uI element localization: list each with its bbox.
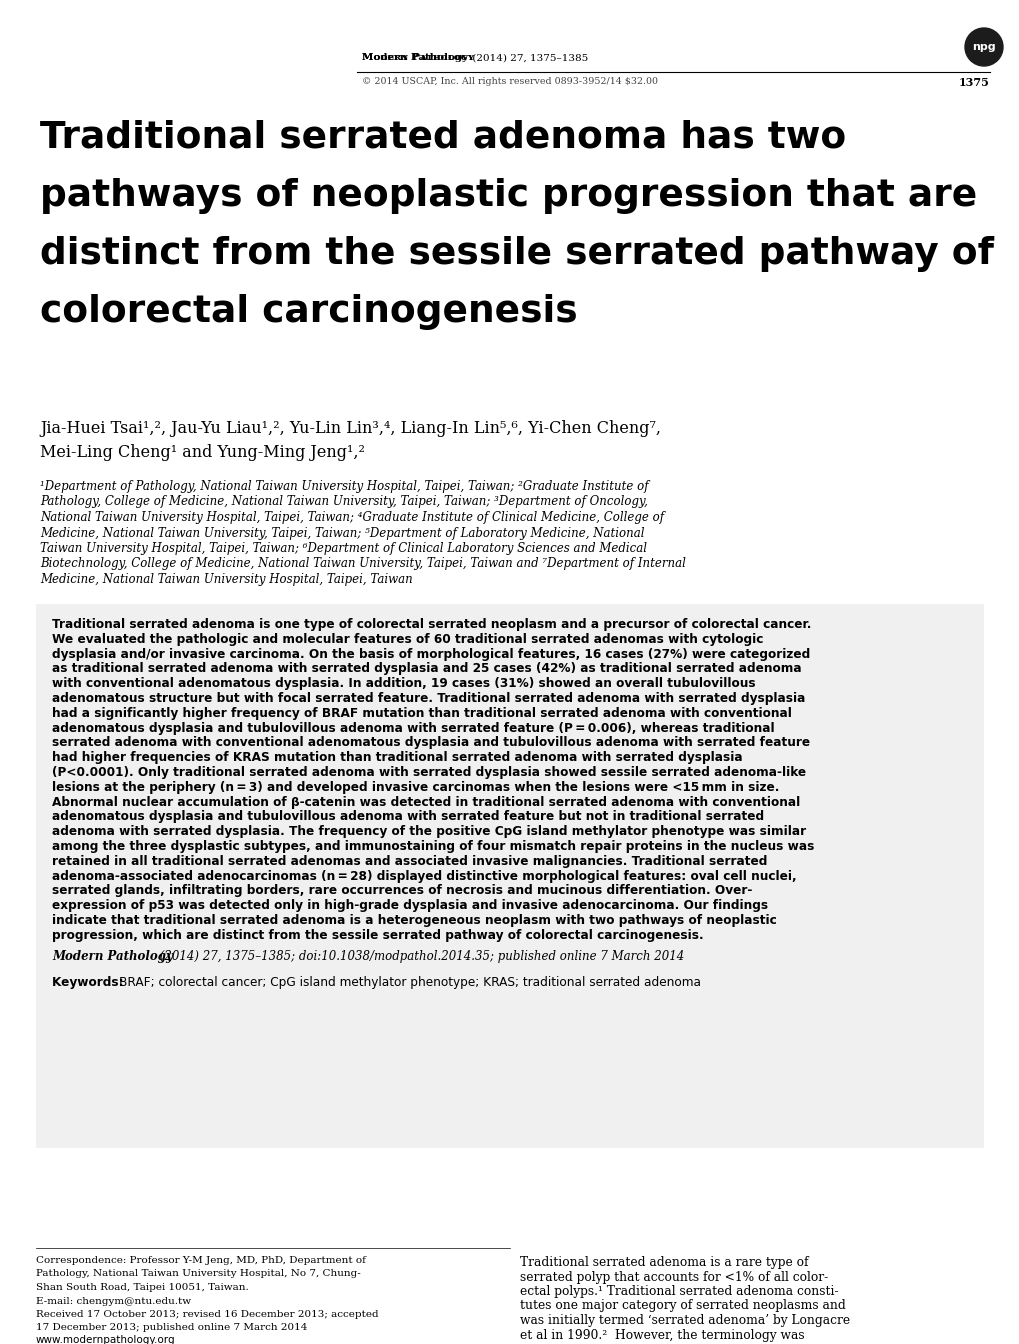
Text: (2014) 27, 1375–1385: (2014) 27, 1375–1385	[469, 54, 588, 63]
Text: colorectal carcinogenesis: colorectal carcinogenesis	[40, 294, 577, 331]
Text: had a significantly higher frequency of BRAF mutation than traditional serrated : had a significantly higher frequency of …	[52, 707, 791, 720]
Text: was initially termed ‘serrated adenoma’ by Longacre: was initially termed ‘serrated adenoma’ …	[520, 1314, 849, 1327]
Text: indicate that traditional serrated adenoma is a heterogeneous neoplasm with two : indicate that traditional serrated adeno…	[52, 914, 776, 927]
Text: adenoma with serrated dysplasia. The frequency of the positive CpG island methyl: adenoma with serrated dysplasia. The fre…	[52, 825, 805, 839]
Text: 1375: 1375	[958, 77, 989, 87]
Text: serrated glands, infiltrating borders, rare occurrences of necrosis and mucinous: serrated glands, infiltrating borders, r…	[52, 884, 752, 898]
Text: Correspondence: Professor Y-M Jeng, MD, PhD, Department of: Correspondence: Professor Y-M Jeng, MD, …	[36, 1257, 366, 1265]
Text: Medicine, National Taiwan University, Taipei, Taiwan; ⁵Department of Laboratory : Medicine, National Taiwan University, Ta…	[40, 527, 644, 539]
Text: Keywords:: Keywords:	[52, 976, 127, 989]
Text: tutes one major category of serrated neoplasms and: tutes one major category of serrated neo…	[520, 1300, 845, 1313]
Text: et al in 1990.²  However, the terminology was: et al in 1990.² However, the terminology…	[520, 1328, 804, 1341]
Text: National Taiwan University Hospital, Taipei, Taiwan; ⁴Graduate Institute of Clin: National Taiwan University Hospital, Tai…	[40, 511, 663, 524]
Text: Mᴏᴅᴇʀɴ Pᴀᴛʜᴏʟᴏɢʏ: Mᴏᴅᴇʀɴ Pᴀᴛʜᴏʟᴏɢʏ	[362, 54, 475, 63]
Text: pathways of neoplastic progression that are: pathways of neoplastic progression that …	[40, 177, 976, 214]
Text: Traditional serrated adenoma has two: Traditional serrated adenoma has two	[40, 120, 846, 156]
Circle shape	[964, 28, 1002, 66]
Text: adenoma-associated adenocarcinomas (n = 28) displayed distinctive morphological : adenoma-associated adenocarcinomas (n = …	[52, 870, 796, 883]
Text: npg: npg	[971, 42, 995, 52]
FancyBboxPatch shape	[36, 603, 983, 1148]
Text: www.modernpathology.org: www.modernpathology.org	[36, 1335, 175, 1344]
Text: Pathology, College of Medicine, National Taiwan University, Taipei, Taiwan; ³Dep: Pathology, College of Medicine, National…	[40, 496, 647, 508]
Text: Mei-Ling Cheng¹ and Yung-Ming Jeng¹,²: Mei-Ling Cheng¹ and Yung-Ming Jeng¹,²	[40, 444, 365, 461]
Text: Traditional serrated adenoma is a rare type of: Traditional serrated adenoma is a rare t…	[520, 1257, 808, 1269]
Text: as traditional serrated adenoma with serrated dysplasia and 25 cases (42%) as tr: as traditional serrated adenoma with ser…	[52, 663, 801, 676]
Text: Shan South Road, Taipei 10051, Taiwan.: Shan South Road, Taipei 10051, Taiwan.	[36, 1284, 249, 1292]
Text: E-mail: chengym@ntu.edu.tw: E-mail: chengym@ntu.edu.tw	[36, 1297, 191, 1305]
Text: 17 December 2013; published online 7 March 2014: 17 December 2013; published online 7 Mar…	[36, 1324, 307, 1332]
Text: adenomatous structure but with focal serrated feature. Traditional serrated aden: adenomatous structure but with focal ser…	[52, 692, 805, 706]
Text: with conventional adenomatous dysplasia. In addition, 19 cases (31%) showed an o: with conventional adenomatous dysplasia.…	[52, 677, 755, 691]
Text: Traditional serrated adenoma is one type of colorectal serrated neoplasm and a p: Traditional serrated adenoma is one type…	[52, 618, 810, 630]
Text: © 2014 USCAP, Inc. All rights reserved 0893-3952/14 $32.00: © 2014 USCAP, Inc. All rights reserved 0…	[362, 78, 657, 86]
Text: Taiwan University Hospital, Taipei, Taiwan; ⁶Department of Clinical Laboratory S: Taiwan University Hospital, Taipei, Taiw…	[40, 542, 646, 555]
Text: dysplasia and/or invasive carcinoma. On the basis of morphological features, 16 : dysplasia and/or invasive carcinoma. On …	[52, 648, 809, 661]
Text: serrated polyp that accounts for <1% of all color-: serrated polyp that accounts for <1% of …	[520, 1270, 827, 1284]
Text: among the three dysplastic subtypes, and immunostaining of four mismatch repair : among the three dysplastic subtypes, and…	[52, 840, 813, 853]
Text: We evaluated the pathologic and molecular features of 60 traditional serrated ad: We evaluated the pathologic and molecula…	[52, 633, 762, 646]
Text: progression, which are distinct from the sessile serrated pathway of colorectal : progression, which are distinct from the…	[52, 929, 703, 942]
Text: Medicine, National Taiwan University Hospital, Taipei, Taiwan: Medicine, National Taiwan University Hos…	[40, 573, 413, 586]
Text: Modern Pathology: Modern Pathology	[52, 950, 172, 962]
Text: Pathology, National Taiwan University Hospital, No 7, Chung-: Pathology, National Taiwan University Ho…	[36, 1270, 361, 1278]
Text: ectal polyps.¹ Traditional serrated adenoma consti-: ectal polyps.¹ Traditional serrated aden…	[520, 1285, 838, 1298]
Text: retained in all traditional serrated adenomas and associated invasive malignanci: retained in all traditional serrated ade…	[52, 855, 766, 868]
Text: distinct from the sessile serrated pathway of: distinct from the sessile serrated pathw…	[40, 237, 994, 271]
Text: lesions at the periphery (n = 3) and developed invasive carcinomas when the lesi: lesions at the periphery (n = 3) and dev…	[52, 781, 779, 794]
Text: adenomatous dysplasia and tubulovillous adenoma with serrated feature (P = 0.006: adenomatous dysplasia and tubulovillous …	[52, 722, 773, 735]
Text: Received 17 October 2013; revised 16 December 2013; accepted: Received 17 October 2013; revised 16 Dec…	[36, 1310, 378, 1318]
Text: Modern Pathology: Modern Pathology	[362, 54, 468, 63]
Text: (P<0.0001). Only traditional serrated adenoma with serrated dysplasia showed ses: (P<0.0001). Only traditional serrated ad…	[52, 766, 805, 780]
Text: expression of p53 was detected only in high-grade dysplasia and invasive adenoca: expression of p53 was detected only in h…	[52, 899, 767, 913]
Text: Biotechnology, College of Medicine, National Taiwan University, Taipei, Taiwan a: Biotechnology, College of Medicine, Nati…	[40, 558, 685, 570]
Text: adenomatous dysplasia and tubulovillous adenoma with serrated feature but not in: adenomatous dysplasia and tubulovillous …	[52, 810, 763, 824]
Text: BRAF; colorectal cancer; CpG island methylator phenotype; KRAS; traditional serr: BRAF; colorectal cancer; CpG island meth…	[119, 976, 700, 989]
Text: Jia-Huei Tsai¹,², Jau-Yu Liau¹,², Yu-Lin Lin³,⁴, Liang-In Lin⁵,⁶, Yi-Chen Cheng⁷: Jia-Huei Tsai¹,², Jau-Yu Liau¹,², Yu-Lin…	[40, 419, 660, 437]
Text: (2014) ​27, 1375–1385; doi:10.1038/modpathol.2014.35; published online 7 March 2: (2014) ​27, 1375–1385; doi:10.1038/modpa…	[156, 950, 684, 962]
Text: ¹Department of Pathology, National Taiwan University Hospital, Taipei, Taiwan; ²: ¹Department of Pathology, National Taiwa…	[40, 480, 648, 493]
Text: had higher frequencies of KRAS mutation than traditional serrated adenoma with s: had higher frequencies of KRAS mutation …	[52, 751, 742, 765]
Text: Abnormal nuclear accumulation of β-catenin was detected in traditional serrated : Abnormal nuclear accumulation of β-caten…	[52, 796, 800, 809]
Text: serrated adenoma with conventional adenomatous dysplasia and tubulovillous adeno: serrated adenoma with conventional adeno…	[52, 737, 809, 750]
